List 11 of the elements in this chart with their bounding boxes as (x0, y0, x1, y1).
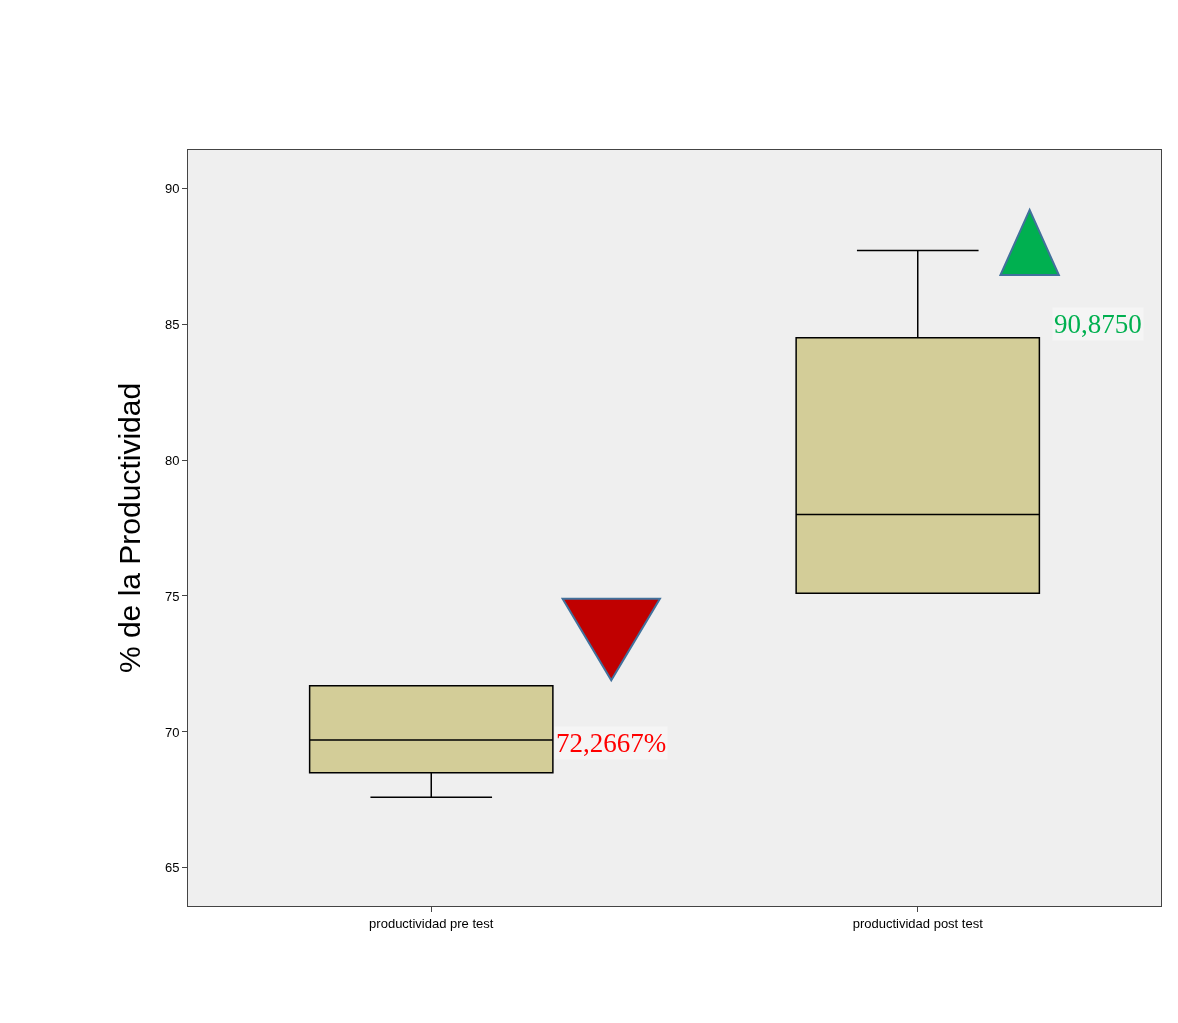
annotation: 72,2667% (556, 728, 667, 758)
y-tick-label: 75 (164, 588, 180, 604)
x-tick-label: productividad pre test (369, 915, 494, 931)
y-tick-label: 70 (164, 724, 180, 740)
annotation: 90,8750 (1054, 309, 1142, 339)
y-tick-label: 80 (164, 452, 180, 468)
y-axis-title: % de la Productividad (112, 382, 146, 674)
y-tick-label: 90 (164, 180, 180, 196)
y-tick-label: 65 (164, 860, 180, 876)
y-tick-label: 85 (164, 316, 180, 332)
x-tick-label: productividad post test (852, 915, 984, 931)
